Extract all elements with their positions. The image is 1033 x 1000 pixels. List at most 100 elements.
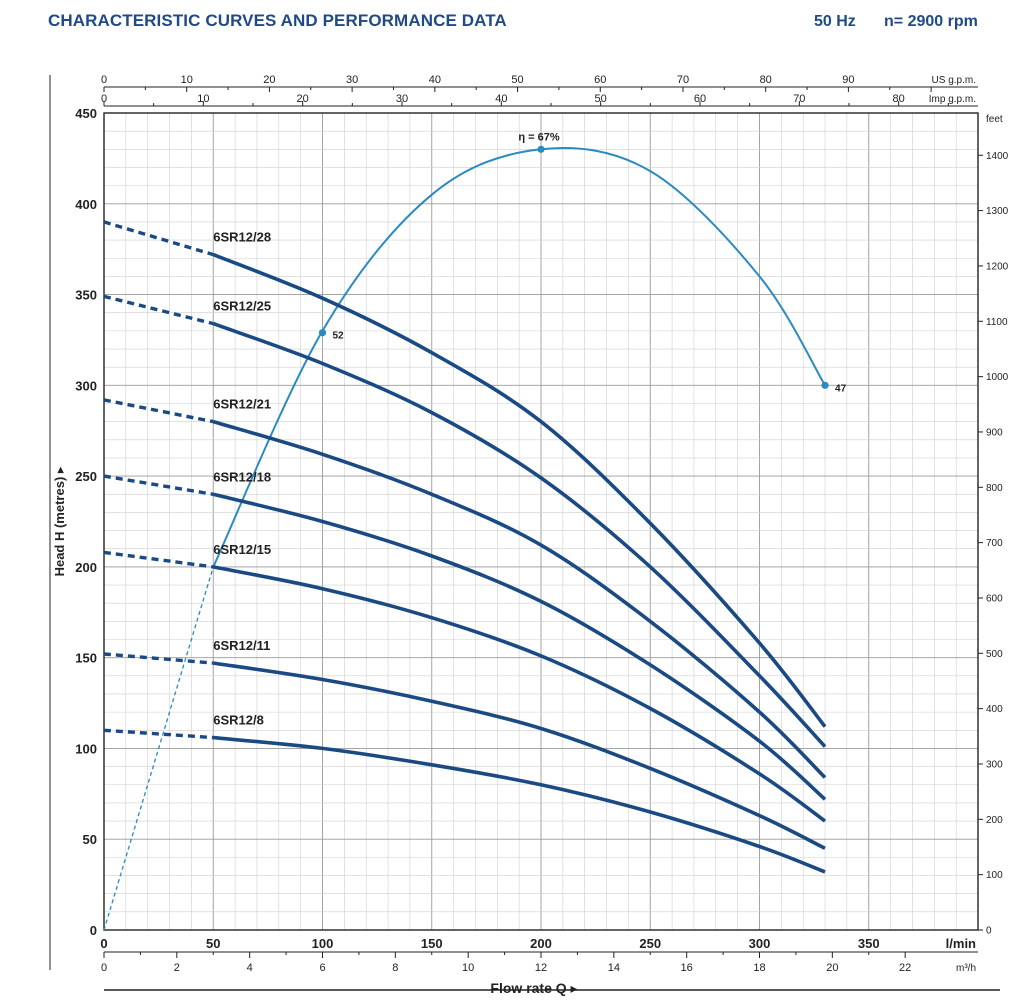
y-tick-label: 250: [75, 469, 97, 484]
speed-label: n= 2900 rpm: [884, 13, 978, 30]
pump-curve: [212, 492, 827, 801]
imp-gpm-tick-label: 70: [793, 93, 805, 105]
pump-curve: [213, 735, 826, 874]
imp-gpm-tick-label: 60: [694, 93, 706, 105]
y-tick-label: 150: [75, 651, 97, 666]
pump-curve-dashed: [103, 728, 214, 740]
us-gpm-tick-label: 20: [263, 74, 275, 86]
x-tick-label: 300: [749, 936, 771, 951]
us-gpm-tick-label: 40: [429, 74, 441, 86]
pump-curve: [212, 419, 827, 779]
feet-tick-label: 0: [986, 926, 992, 937]
feet-tick-label: 1400: [986, 151, 1009, 162]
m3h-tick-label: 18: [753, 962, 765, 974]
efficiency-curve: [212, 147, 826, 568]
m3h-tick-label: 2: [174, 962, 180, 974]
y-tick-label: 100: [75, 741, 97, 756]
pump-curve-label: 6SR12/11: [213, 638, 270, 653]
us-gpm-tick-label: 50: [511, 74, 523, 86]
x-tick-label: 200: [530, 936, 552, 951]
feet-tick-label: 400: [986, 704, 1003, 715]
x-tick-label: 0: [100, 936, 107, 951]
us-gpm-tick-label: 10: [181, 74, 193, 86]
us-gpm-tick-label: 60: [594, 74, 606, 86]
m3h-tick-label: 4: [247, 962, 253, 974]
pump-curve-label: 6SR12/25: [213, 299, 271, 314]
y-tick-label: 200: [75, 560, 97, 575]
imp-gpm-tick-label: 30: [396, 93, 408, 105]
pump-curve-dashed: [103, 652, 214, 665]
m3h-tick-label: 22: [899, 962, 911, 974]
efficiency-point-label: 52: [333, 331, 345, 342]
y-tick-label: 450: [75, 106, 97, 121]
efficiency-point-label: 47: [835, 383, 847, 394]
pump-curve: [212, 252, 827, 728]
feet-tick-label: 1100: [986, 317, 1008, 328]
y-tick-label: 350: [75, 288, 97, 303]
x-tick-label: 250: [639, 936, 661, 951]
y-tick-label: 50: [83, 832, 97, 847]
efficiency-curve-dashed: [103, 566, 214, 931]
imp-gpm-tick-label: 80: [893, 93, 905, 105]
efficiency-peak-label: η = 67%: [518, 131, 559, 143]
pump-curve-label: 6SR12/18: [213, 469, 271, 484]
x-tick-label: 50: [206, 936, 220, 951]
m3h-tick-label: 6: [319, 962, 325, 974]
y-tick-label: 0: [90, 923, 97, 938]
feet-tick-label: 600: [986, 593, 1003, 604]
imp-gpm-unit-label: Imp g.p.m.: [929, 94, 976, 105]
m3h-tick-label: 14: [608, 962, 620, 974]
efficiency-point: [318, 329, 327, 337]
us-gpm-tick-label: 90: [842, 74, 854, 86]
m3h-tick-label: 0: [101, 962, 107, 974]
y-axis-title: Head H (metres) ▸: [52, 466, 67, 576]
m3h-unit-label: m³/h: [956, 963, 976, 974]
frequency-label: 50 Hz: [814, 13, 856, 30]
y-tick-label: 300: [75, 378, 97, 393]
us-gpm-unit-label: US g.p.m.: [932, 75, 976, 86]
x-axis-title: Flow rate Q ▸: [490, 980, 577, 996]
m3h-tick-label: 10: [462, 962, 474, 974]
us-gpm-tick-label: 30: [346, 74, 358, 86]
pump-curve-label: 6SR12/15: [213, 542, 271, 557]
feet-tick-label: 300: [986, 759, 1003, 770]
us-gpm-tick-label: 80: [760, 74, 772, 86]
x-unit-label: l/min: [946, 936, 976, 951]
chart-labels: 52 47 η = 67% 6SR12/28 6SR12/25 6SR12/21 6SR12…: [213, 131, 846, 727]
feet-tick-label: 1300: [986, 206, 1009, 217]
us-gpm-tick-label: 70: [677, 74, 689, 86]
feet-tick-label: 700: [986, 538, 1003, 549]
imp-gpm-tick-label: 10: [197, 93, 209, 105]
feet-unit-label: feet: [986, 114, 1003, 125]
pump-curve-label: 6SR12/8: [213, 713, 264, 728]
page-title: CHARACTERISTIC CURVES AND PERFORMANCE DA…: [48, 11, 507, 30]
x-tick-label: 150: [421, 936, 443, 951]
imp-gpm-tick-label: 50: [595, 93, 607, 105]
m3h-tick-label: 16: [681, 962, 693, 974]
plot-frame: [103, 112, 979, 931]
pump-curve-label: 6SR12/21: [213, 397, 271, 412]
imp-gpm-tick-label: 0: [101, 93, 107, 105]
m3h-tick-label: 20: [826, 962, 838, 974]
pump-curve-dashed: [103, 474, 214, 496]
feet-tick-label: 500: [986, 649, 1003, 660]
us-gpm-tick-label: 0: [101, 74, 107, 86]
feet-tick-label: 800: [986, 483, 1003, 494]
chart-curves: [103, 145, 829, 931]
pump-curve: [213, 661, 826, 850]
m3h-tick-label: 8: [392, 962, 398, 974]
feet-tick-label: 100: [986, 870, 1003, 881]
pump-curve: [212, 321, 827, 748]
pump-curve: [212, 565, 827, 823]
feet-tick-label: 1200: [986, 261, 1009, 272]
feet-tick-label: 900: [986, 427, 1003, 438]
m3h-tick-label: 12: [535, 962, 547, 974]
efficiency-point: [537, 145, 545, 153]
feet-tick-label: 1000: [986, 372, 1009, 383]
pump-curve-label: 6SR12/28: [213, 230, 271, 245]
x-tick-label: 100: [312, 936, 334, 951]
feet-tick-label: 200: [986, 815, 1003, 826]
y-tick-label: 400: [75, 197, 97, 212]
